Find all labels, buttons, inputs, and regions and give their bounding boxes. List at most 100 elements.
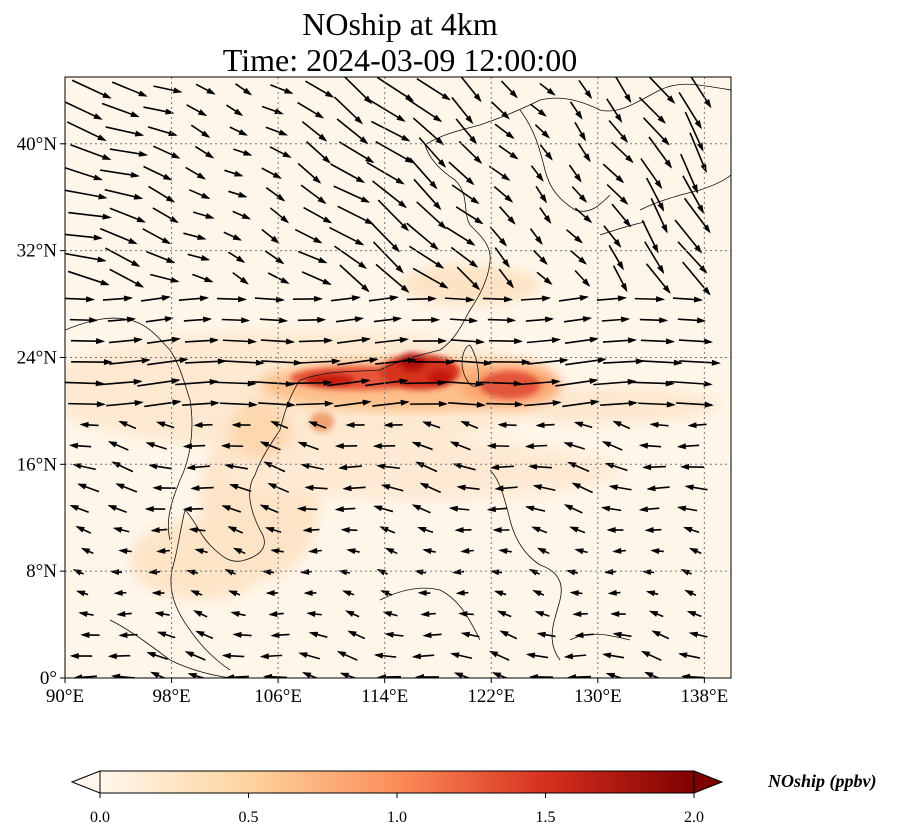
wind-arrow: [265, 126, 289, 136]
wind-vectors: [65, 77, 721, 678]
x-tick-label: 98°E: [152, 686, 190, 707]
wind-arrow: [644, 241, 665, 275]
wind-arrow: [232, 271, 249, 285]
wind-arrow: [482, 296, 514, 303]
wind-arrow: [65, 380, 105, 387]
wind-arrow: [156, 547, 170, 554]
wind-arrow: [684, 484, 708, 491]
wind-arrow: [499, 630, 518, 640]
wind-arrow: [146, 336, 181, 345]
wind-arrow: [420, 610, 436, 617]
wind-arrow: [297, 441, 319, 451]
wind-arrow: [568, 164, 582, 183]
wind-arrow: [610, 611, 626, 618]
wind-arrow: [304, 484, 328, 491]
wind-arrow: [228, 190, 248, 198]
wind-arrow: [488, 338, 524, 345]
wind-arrow: [334, 506, 356, 513]
wind-arrow: [555, 378, 599, 387]
map-title: NOship at 4km: [302, 6, 498, 42]
wind-arrow: [347, 630, 366, 640]
colorbar-tick-label: 0.5: [239, 809, 259, 826]
colorbar-extend-low: [70, 770, 101, 794]
wind-arrow: [261, 167, 283, 179]
wind-arrow: [648, 610, 664, 618]
wind-arrow: [230, 611, 246, 617]
wind-arrow: [345, 422, 365, 429]
wind-arrow: [192, 273, 214, 283]
wind-arrow: [298, 250, 328, 264]
wind-arrow: [298, 652, 321, 660]
wind-arrow: [676, 401, 714, 408]
wind-arrow: [415, 674, 439, 678]
wind-arrow: [683, 526, 700, 534]
wind-arrow: [182, 400, 220, 407]
wind-arrow: [220, 401, 258, 408]
wind-arrow: [259, 504, 279, 514]
wind-arrow: [520, 295, 552, 302]
wind-arrow: [688, 631, 708, 638]
wind-arrow: [460, 77, 482, 103]
gridlines: [64, 77, 731, 679]
wind-arrow: [333, 96, 363, 125]
wind-arrow: [451, 96, 474, 125]
wind-arrow: [375, 263, 410, 293]
wind-arrow: [305, 80, 335, 98]
wind-arrow: [524, 400, 562, 407]
wind-arrow: [678, 92, 702, 130]
wind-arrow: [147, 568, 161, 575]
wind-arrow: [223, 231, 243, 241]
wind-arrow: [679, 359, 721, 366]
wind-arrow: [297, 316, 327, 323]
wind-arrow: [606, 98, 623, 123]
wind-arrow: [228, 590, 241, 597]
wind-arrow: [631, 380, 675, 387]
wind-arrow: [569, 101, 583, 120]
wind-arrow: [297, 162, 322, 184]
wind-arrow: [269, 146, 292, 158]
wind-arrow: [596, 295, 628, 302]
wind-arrow: [650, 548, 664, 555]
wind-arrow: [227, 526, 244, 534]
wind-arrow: [494, 123, 515, 140]
wind-arrow: [648, 77, 676, 104]
colorbar-ticks: 0.0 0.5 1.0 1.5 2.0: [90, 793, 704, 826]
wind-arrow: [303, 589, 317, 596]
x-tick-label: 122°E: [467, 686, 515, 707]
colorbar-tick-label: 1.5: [536, 809, 556, 826]
wind-arrow: [182, 506, 204, 513]
wind-arrow: [178, 295, 210, 302]
wind-arrow: [79, 421, 99, 428]
wind-arrow: [535, 422, 555, 429]
wind-arrow: [422, 548, 436, 555]
wind-arrow: [216, 296, 248, 303]
wind-arrow: [148, 185, 176, 203]
wind-arrow: [372, 241, 404, 274]
wind-arrow: [227, 251, 246, 263]
wind-arrow: [604, 568, 617, 575]
wind-arrow: [192, 211, 215, 219]
wind-arrow: [153, 85, 183, 94]
wind-arrow: [492, 527, 510, 534]
wind-arrow: [645, 263, 671, 294]
wind-arrow: [336, 651, 358, 661]
wind-arrow: [302, 527, 320, 534]
wind-arrow: [65, 166, 103, 181]
wind-arrow: [70, 144, 112, 160]
wind-arrow: [558, 295, 589, 302]
y-tick-label: 32°N: [17, 241, 58, 262]
wind-arrow: [146, 250, 176, 264]
wind-arrow: [270, 548, 284, 555]
wind-arrow: [70, 338, 106, 345]
wind-arrow: [686, 610, 702, 618]
wind-arrow: [379, 526, 396, 534]
wind-arrow: [460, 631, 480, 638]
wind-arrow: [535, 185, 548, 204]
wind-arrow: [101, 102, 140, 118]
wind-arrow: [109, 148, 149, 157]
wind-arrow: [498, 548, 512, 555]
wind-arrow: [232, 210, 252, 220]
wind-arrow: [525, 505, 546, 512]
wind-arrow: [294, 228, 323, 244]
wind-arrow: [373, 316, 403, 323]
